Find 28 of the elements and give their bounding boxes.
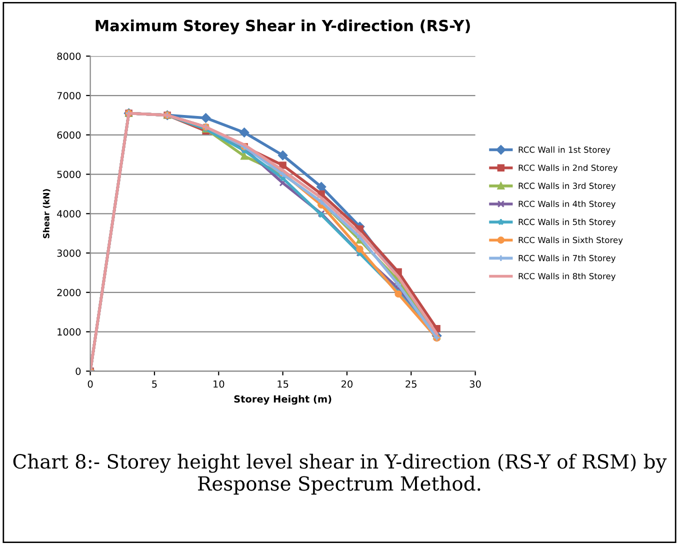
legend-label: RCC Walls in Sixth Storey xyxy=(518,236,623,245)
legend-label: RCC Walls in 8th Storey xyxy=(518,272,616,281)
y-tick-label: 5000 xyxy=(57,170,81,178)
y-tick-label: 8000 xyxy=(57,52,81,60)
y-tick-label: 4000 xyxy=(57,210,81,218)
x-axis-title: Storey Height (m) xyxy=(234,395,332,405)
x-tick-label: 30 xyxy=(470,380,481,388)
x-tick-label: 25 xyxy=(406,380,416,388)
x-tick-label: 20 xyxy=(341,380,353,388)
chart-title: Maximum Storey Shear in Y-direction (RS-Y) xyxy=(96,20,470,34)
legend-label: RCC Walls in 7th Storey xyxy=(518,254,616,263)
y-tick-label: 6000 xyxy=(57,131,81,139)
y-tick-label: 3000 xyxy=(57,249,81,257)
legend-label: RCC Walls in 4th Storey xyxy=(518,200,616,209)
caption: Chart 8:- Storey height level shear in Y-direction (RS-Y of RSM) by Response Spectrum Method. xyxy=(13,454,667,495)
legend-label: RCC Walls in 5th Storey xyxy=(518,218,616,227)
legend-label: RCC Walls in 3rd Storey xyxy=(518,182,616,191)
y-tick-label: 7000 xyxy=(57,92,81,100)
y-tick-label: 1000 xyxy=(58,328,81,336)
x-tick-label: 5 xyxy=(152,380,157,388)
y-tick-label: 2000 xyxy=(57,288,81,296)
x-tick-label: 0 xyxy=(88,380,93,388)
y-tick-label: 0 xyxy=(76,368,81,375)
legend-label: RCC Wall in 1st Storey xyxy=(518,146,610,154)
x-tick-label: 15 xyxy=(278,380,288,388)
x-tick-label: 10 xyxy=(214,380,224,388)
legend-label: RCC Walls in 2nd Storey xyxy=(518,164,618,173)
y-axis-title: Shear (kN) xyxy=(42,189,50,238)
